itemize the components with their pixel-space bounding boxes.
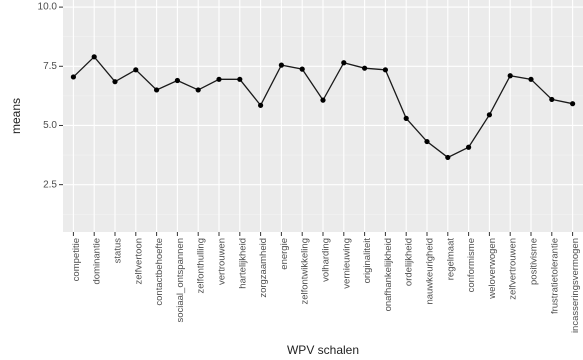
x-tick-label: dominantie bbox=[92, 238, 103, 284]
x-tick-label: ordelijkheid bbox=[404, 238, 415, 286]
y-tick-label: 2.5 bbox=[43, 179, 57, 190]
x-tick-label: onafhankelijkheid bbox=[383, 238, 394, 311]
x-tick-label: energie bbox=[279, 238, 290, 270]
data-point bbox=[466, 144, 472, 150]
data-point bbox=[174, 77, 180, 84]
x-tick-label: volharding bbox=[321, 238, 332, 282]
y-axis-ticks: 2.5 5.0 7.5 10.0 bbox=[38, 2, 63, 190]
data-point bbox=[403, 115, 409, 121]
y-tick-label: 7.5 bbox=[43, 61, 57, 72]
x-tick-label: regelmaat bbox=[445, 238, 456, 281]
x-tick-label: zelfvertoon bbox=[133, 238, 144, 284]
y-tick-label: 5.0 bbox=[43, 120, 57, 131]
x-axis-title: WPV schalen bbox=[287, 343, 359, 357]
data-point bbox=[195, 87, 201, 93]
data-point bbox=[445, 154, 451, 161]
x-tick-label: frustratietolerantie bbox=[549, 238, 560, 314]
x-axis-ticks: competitie dominantie status zelfvertoon con… bbox=[71, 232, 581, 333]
data-points bbox=[70, 54, 576, 161]
x-tick-label: zelfontwikkeling bbox=[300, 238, 311, 305]
x-tick-label: incasseringsvermogen bbox=[570, 238, 581, 333]
data-point bbox=[299, 66, 305, 72]
data-point bbox=[382, 67, 388, 73]
data-point bbox=[133, 67, 139, 73]
x-tick-label: contactbehoefte bbox=[154, 238, 165, 306]
grid-lines bbox=[63, 0, 583, 232]
data-point bbox=[91, 54, 97, 60]
x-tick-label: zorgzaamheid bbox=[258, 238, 269, 298]
x-tick-label: status bbox=[113, 238, 124, 264]
data-point bbox=[278, 62, 284, 68]
x-tick-label: weloverwogen bbox=[487, 238, 498, 300]
data-point bbox=[486, 112, 492, 118]
x-tick-label: originaliteit bbox=[362, 238, 373, 284]
data-point bbox=[549, 96, 555, 103]
x-tick-label: vertrouwen bbox=[217, 238, 228, 285]
x-tick-label: competitie bbox=[71, 238, 82, 281]
x-tick-label: positivisme bbox=[529, 238, 540, 285]
data-point bbox=[362, 65, 368, 71]
x-tick-label: nauwkeurigheid bbox=[425, 238, 436, 305]
data-point bbox=[341, 60, 347, 66]
data-point bbox=[112, 79, 118, 85]
data-point bbox=[216, 76, 222, 82]
data-point bbox=[237, 76, 243, 82]
x-tick-label: conformisme bbox=[466, 238, 477, 292]
data-point bbox=[507, 73, 513, 79]
data-point bbox=[258, 102, 264, 108]
x-tick-label: hartelijkheid bbox=[237, 238, 248, 289]
x-tick-label: vernieuwing bbox=[341, 238, 352, 289]
x-tick-label: zelfvertrouwen bbox=[508, 238, 519, 300]
data-point bbox=[528, 76, 534, 82]
data-point bbox=[320, 97, 326, 103]
data-point bbox=[424, 138, 430, 145]
data-point bbox=[570, 101, 576, 107]
data-point bbox=[70, 74, 76, 80]
data-point bbox=[154, 87, 160, 93]
x-tick-label: zelfonthulling bbox=[196, 238, 207, 293]
x-tick-label: sociaal_ontspannen bbox=[175, 238, 186, 323]
y-axis-title: means bbox=[9, 98, 23, 134]
y-tick-label: 10.0 bbox=[38, 2, 58, 13]
